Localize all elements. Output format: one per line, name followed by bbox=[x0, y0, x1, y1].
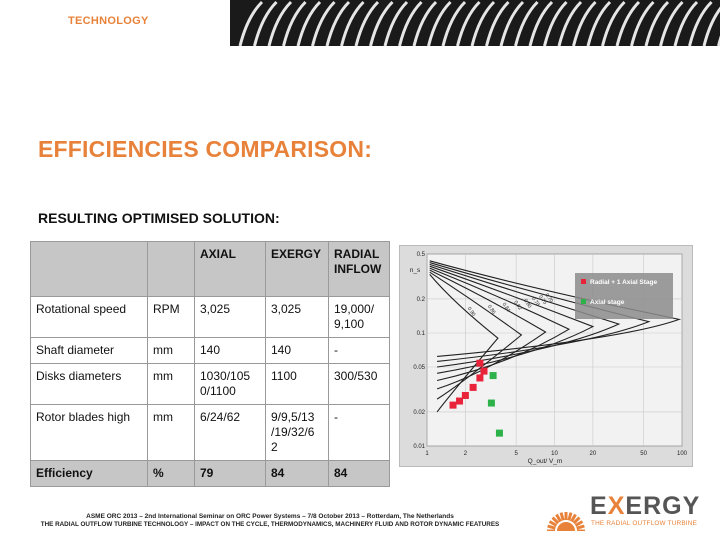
radial-axial-point bbox=[461, 391, 469, 399]
y-tick-label: 0.1 bbox=[417, 331, 426, 337]
axial-point bbox=[487, 399, 495, 407]
legend-swatch bbox=[581, 279, 586, 284]
efficiency-contour bbox=[429, 269, 547, 390]
radial-axial-point bbox=[469, 383, 477, 391]
header-bar: TECHNOLOGY bbox=[0, 0, 720, 46]
axial-point bbox=[489, 372, 497, 380]
contour-label: 0.84 bbox=[501, 302, 512, 314]
total-exergy: 84 bbox=[265, 460, 329, 487]
table-header-radial: RADIAL INFLOW bbox=[328, 241, 390, 297]
sun-logo-icon bbox=[547, 512, 585, 531]
total-radial: 84 bbox=[328, 460, 390, 487]
contour-label: 0.75 bbox=[537, 294, 548, 306]
radial-axial-point bbox=[449, 401, 457, 409]
subtitle: RESULTING OPTIMISED SOLUTION: bbox=[38, 210, 280, 226]
table-row: Disks diameters mm 1030/105 0/1100 1100 … bbox=[30, 363, 390, 405]
y-tick-label: 0.2 bbox=[417, 297, 426, 303]
comparison-table: AXIAL EXERGY RADIAL INFLOW Rotational sp… bbox=[30, 241, 390, 487]
turbine-banner-image bbox=[230, 0, 720, 46]
x-tick-label: 2 bbox=[464, 451, 468, 457]
chart-svg: 0.90 0.86 0.84 0.82 0.800.780.750.70 1 2 5 10 20… bbox=[410, 252, 688, 465]
legend-label: Radial + 1 Axial Stage bbox=[590, 279, 658, 286]
x-tick-label: 20 bbox=[590, 451, 597, 457]
table-total-row: Efficiency % 79 84 84 bbox=[30, 460, 390, 487]
row-label: Rotor blades high bbox=[30, 404, 148, 461]
row-unit: mm bbox=[147, 337, 195, 364]
row-axial: 6/24/62 bbox=[194, 404, 266, 461]
efficiency-contour bbox=[429, 271, 523, 400]
contour-label: 0.80 bbox=[522, 298, 533, 310]
contour-label: 0.86 bbox=[486, 304, 497, 316]
y-tick-label: 0.05 bbox=[413, 365, 425, 371]
row-unit: mm bbox=[147, 404, 195, 461]
y-tick-label: 0.5 bbox=[417, 252, 426, 258]
efficiency-chart: 0.90 0.86 0.84 0.82 0.80 0.78 0.75 0.70 1 2 5 10 20… bbox=[399, 245, 693, 467]
contour-label: 0.70 bbox=[544, 293, 555, 305]
x-tick-label: 50 bbox=[640, 451, 647, 457]
total-axial: 79 bbox=[194, 460, 266, 487]
logo-tagline: THE RADIAL OUTFLOW TURBINE bbox=[591, 520, 698, 527]
efficiency-contour bbox=[429, 262, 651, 362]
table-header-cell bbox=[30, 241, 148, 297]
row-unit: RPM bbox=[147, 296, 195, 338]
table-header-cell bbox=[147, 241, 195, 297]
row-label: Disks diameters bbox=[30, 363, 148, 405]
efficiency-contour bbox=[429, 260, 682, 357]
row-exergy: 9/9,5/13 /19/32/6 2 bbox=[265, 404, 329, 461]
row-radial: - bbox=[328, 337, 390, 364]
table-header-axial: AXIAL bbox=[194, 241, 266, 297]
radial-axial-point bbox=[480, 367, 488, 375]
radial-axial-point bbox=[456, 397, 464, 405]
y-axis-label: n_s bbox=[410, 267, 421, 274]
efficiency-contour bbox=[429, 265, 595, 374]
table-row: Rotor blades high mm 6/24/62 9/9,5/13 /1… bbox=[30, 404, 390, 461]
row-axial: 1030/105 0/1100 bbox=[194, 363, 266, 405]
y-tick-label: 0.01 bbox=[413, 444, 425, 450]
row-axial: 3,025 bbox=[194, 296, 266, 338]
logo-wordmark: EXERGY bbox=[590, 492, 701, 520]
row-label: Shaft diameter bbox=[30, 337, 148, 364]
legend-label: Axial stage bbox=[590, 299, 625, 306]
table-row: Rotational speed RPM 3,025 3,025 19,000/… bbox=[30, 296, 390, 338]
row-axial: 140 bbox=[194, 337, 266, 364]
table-row: Shaft diameter mm 140 140 - bbox=[30, 337, 390, 364]
page-title: EFFICIENCIES COMPARISON: bbox=[38, 136, 373, 162]
row-exergy: 1100 bbox=[265, 363, 329, 405]
efficiency-contour bbox=[429, 263, 621, 368]
x-tick-label: 10 bbox=[551, 451, 558, 457]
axial-point bbox=[495, 429, 503, 437]
radial-axial-point bbox=[476, 359, 484, 367]
footer-title: THE RADIAL OUTFLOW TURBINE TECHNOLOGY – … bbox=[40, 521, 500, 528]
x-tick-label: 100 bbox=[677, 451, 688, 457]
row-unit: mm bbox=[147, 363, 195, 405]
contour-label: 0.90 bbox=[466, 306, 477, 318]
legend-box bbox=[575, 273, 673, 319]
row-label: Rotational speed bbox=[30, 296, 148, 338]
radial-axial-point bbox=[476, 374, 484, 382]
x-tick-label: 1 bbox=[425, 451, 429, 457]
total-label: Efficiency bbox=[30, 460, 148, 487]
row-exergy: 140 bbox=[265, 337, 329, 364]
x-axis-label: Q_out/ V_m bbox=[528, 458, 563, 465]
table-header-row: AXIAL EXERGY RADIAL INFLOW bbox=[30, 241, 390, 297]
table-header-exergy: EXERGY bbox=[265, 241, 329, 297]
footer-conference: ASME ORC 2013 – 2nd International Semina… bbox=[86, 513, 454, 520]
y-tick-label: 0.02 bbox=[413, 410, 425, 416]
row-radial: 300/530 bbox=[328, 363, 390, 405]
row-exergy: 3,025 bbox=[265, 296, 329, 338]
total-unit: % bbox=[147, 460, 195, 487]
row-radial: - bbox=[328, 404, 390, 461]
contour-label: 0.82 bbox=[512, 300, 523, 312]
legend-swatch bbox=[581, 299, 586, 304]
row-radial: 19,000/ 9,100 bbox=[328, 296, 390, 338]
section-label: TECHNOLOGY bbox=[68, 15, 149, 27]
x-tick-label: 5 bbox=[514, 451, 518, 457]
contour-label: 0.78 bbox=[530, 296, 541, 308]
efficiency-contour bbox=[429, 274, 499, 413]
